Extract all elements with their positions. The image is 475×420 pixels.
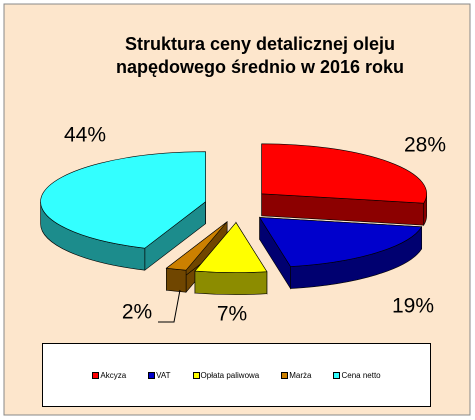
legend-label: VAT (156, 370, 171, 380)
slice-top (194, 222, 268, 273)
legend-item: VAT (148, 370, 171, 380)
legend-label: Akcyza (100, 370, 127, 380)
chart-title: Struktura ceny detalicznej oleju napędow… (115, 34, 405, 77)
data-label: 28% (404, 134, 446, 157)
legend-swatch (192, 371, 200, 379)
slice-wall (166, 267, 187, 293)
pie-slice (40, 151, 206, 271)
legend-swatch (92, 371, 100, 379)
legend-item: Opłata paliwowa (192, 370, 260, 380)
pie-slice (259, 216, 423, 290)
legend-item: Marża (281, 371, 311, 380)
legend-swatch (148, 371, 156, 379)
data-label: 2% (122, 301, 152, 324)
slice-top (259, 217, 423, 267)
legend-label: Opłata paliwowa (200, 370, 260, 380)
legend: Akcyza VAT Opłata paliwowa Marża Cena netto (42, 343, 431, 407)
legend-swatch (281, 371, 289, 379)
pie-slice (194, 221, 268, 295)
data-label: 44% (64, 124, 106, 147)
data-label: 19% (392, 295, 434, 318)
slice-top (261, 143, 427, 204)
leader-line (158, 289, 181, 323)
legend-swatch (333, 371, 341, 379)
legend-label: Marża (289, 370, 312, 380)
slice-wall (194, 270, 268, 295)
slice-top (165, 221, 228, 271)
slice-top (40, 151, 206, 249)
legend-label: Cena netto (341, 370, 381, 380)
pie-slice (261, 143, 427, 227)
data-label: 7% (217, 303, 247, 326)
legend-item: Cena netto (333, 370, 381, 380)
legend-item: Akcyza (92, 371, 126, 380)
